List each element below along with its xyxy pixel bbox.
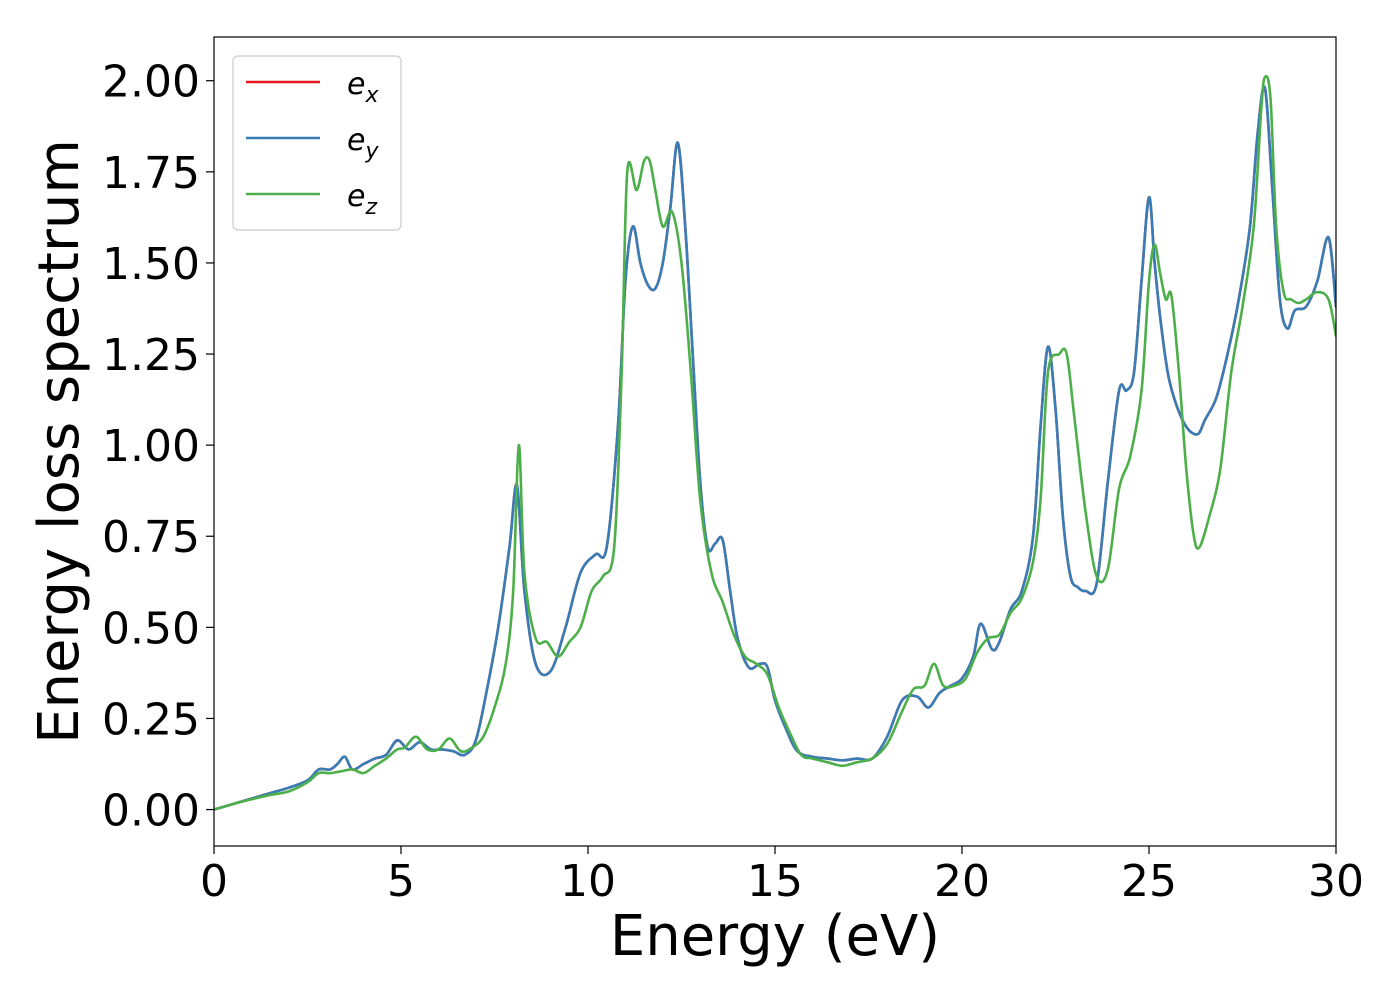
legend-entry-ex: ex [246, 67, 379, 108]
x-tick-label: 25 [1121, 856, 1177, 907]
y-axis-ticks: 0.00 0.25 0.50 0.75 1.00 1.25 1.50 1.75 2.00 [102, 57, 214, 837]
legend-label: ey [347, 123, 379, 164]
legend-label: ez [347, 179, 377, 220]
x-tick-label: 30 [1308, 856, 1364, 907]
y-tick-label: 0.50 [102, 603, 200, 654]
x-tick-label: 5 [387, 856, 415, 907]
y-axis-title: Energy loss spectrum [27, 139, 92, 744]
x-axis-ticks: 0 5 10 15 20 25 30 [200, 846, 1364, 907]
y-tick-label: 2.00 [102, 57, 200, 108]
y-tick-label: 0.75 [102, 512, 200, 563]
series-line-ez [214, 74, 1336, 811]
legend-entry-ez: ez [246, 179, 377, 220]
x-tick-label: 15 [747, 856, 803, 907]
x-tick-label: 20 [934, 856, 990, 907]
series-layer [214, 74, 1336, 811]
y-tick-label: 1.50 [102, 239, 200, 290]
legend-entries: ex ey ez [246, 67, 379, 220]
y-tick-label: 0.00 [102, 786, 200, 837]
legend-box [232, 55, 402, 231]
y-tick-label: 0.25 [102, 694, 200, 745]
y-tick-label: 1.00 [102, 421, 200, 472]
series-line-ey [214, 85, 1336, 811]
legend-label: ex [347, 67, 379, 108]
y-tick-label: 1.75 [102, 148, 200, 199]
x-tick-label: 0 [200, 856, 228, 907]
x-axis-title: Energy (eV) [610, 904, 940, 969]
legend: ex ey ez [232, 55, 402, 231]
legend-entry-ey: ey [246, 123, 379, 164]
y-tick-label: 1.25 [102, 330, 200, 381]
x-tick-label: 10 [560, 856, 616, 907]
